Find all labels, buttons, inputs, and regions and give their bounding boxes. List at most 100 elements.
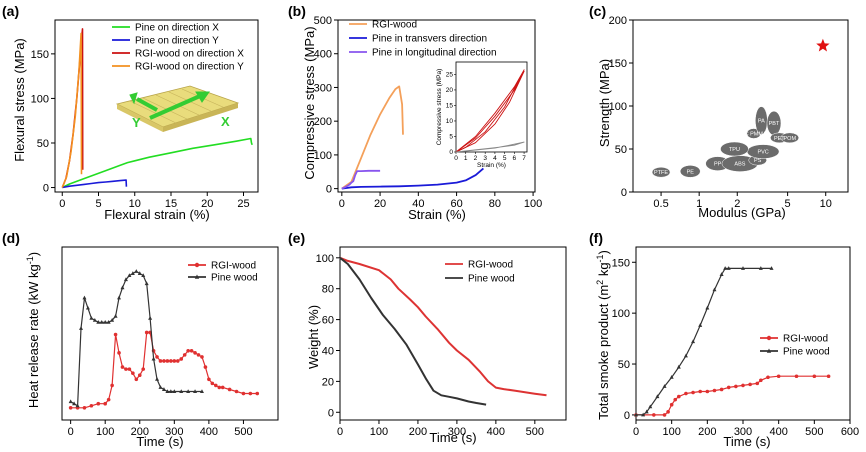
inset-x-tick-label: 1 bbox=[464, 155, 468, 162]
legend-label: Pine on direction Y bbox=[135, 36, 219, 47]
data-point bbox=[673, 397, 678, 402]
x-tick-label: 200 bbox=[698, 426, 716, 438]
y-tick-label: 0 bbox=[43, 183, 49, 195]
data-point bbox=[193, 389, 198, 394]
legend-label: RGI-wood on direction X bbox=[135, 49, 244, 60]
data-point bbox=[117, 295, 122, 300]
panel-f-plot-area bbox=[634, 266, 831, 417]
panel-a-legend: Pine on direction X Pine on direction Y RG… bbox=[112, 23, 244, 73]
legend-label: Pine wood bbox=[211, 273, 258, 284]
data-point bbox=[213, 383, 218, 388]
panel-b-ylabel: Compressive stress (MPa) bbox=[302, 26, 317, 179]
inset-loop bbox=[455, 141, 525, 153]
data-point bbox=[196, 353, 201, 357]
panel-d: (d) 0 100 200 300 400 500 Time (s) Heat relea… bbox=[2, 230, 279, 449]
legend-label: RGI-wood on direction Y bbox=[135, 62, 244, 73]
material-label: PC PMMA bbox=[741, 132, 767, 138]
data-point bbox=[68, 399, 73, 404]
data-point bbox=[241, 391, 246, 396]
inset-y-tick-label: 0 bbox=[449, 149, 453, 156]
data-point bbox=[741, 266, 745, 270]
data-point bbox=[734, 384, 738, 389]
inset-frame bbox=[455, 61, 528, 153]
data-point bbox=[144, 281, 149, 286]
inset-loop bbox=[455, 69, 525, 153]
series-line bbox=[341, 167, 484, 190]
data-point bbox=[165, 359, 170, 363]
data-point bbox=[207, 377, 211, 382]
legend-label: RGI-wood bbox=[783, 334, 828, 345]
y-tick-label: 150 bbox=[31, 49, 49, 61]
y-tick-label: 0 bbox=[326, 184, 332, 196]
x-tick-label: 300 bbox=[734, 426, 752, 438]
data-point bbox=[113, 313, 118, 318]
y-tick-label: 50 bbox=[37, 138, 49, 150]
legend-marker bbox=[766, 335, 772, 341]
data-point bbox=[127, 273, 132, 277]
data-point bbox=[162, 359, 166, 363]
x-tick-label: 600 bbox=[841, 426, 859, 438]
data-point bbox=[255, 391, 260, 396]
panel-a-label: (a) bbox=[2, 3, 19, 19]
data-point bbox=[130, 271, 135, 275]
data-point bbox=[131, 371, 135, 375]
data-point bbox=[123, 277, 128, 282]
inset-x-tick-label: 7 bbox=[522, 155, 526, 162]
data-point bbox=[662, 413, 667, 417]
data-point bbox=[96, 320, 101, 324]
data-point bbox=[186, 389, 191, 394]
data-point bbox=[72, 401, 77, 406]
legend-label: RGI-wood bbox=[372, 20, 417, 31]
panel-e-ylabel: Weight (%) bbox=[306, 305, 321, 369]
panel-b-legend: RGI-wood Pine in transvers direction Pine … bbox=[349, 20, 497, 59]
data-point bbox=[217, 385, 222, 390]
material-bubble bbox=[780, 132, 800, 144]
series-markers bbox=[68, 269, 204, 408]
x-tick-label: 0 bbox=[633, 426, 639, 438]
data-point bbox=[172, 389, 177, 394]
x-tick-label: 100 bbox=[370, 426, 388, 438]
x-tick-label: 200 bbox=[409, 426, 427, 438]
inset-x-tick-label: 3 bbox=[483, 155, 487, 162]
data-point bbox=[712, 287, 717, 292]
data-point bbox=[179, 357, 184, 361]
series-line bbox=[341, 85, 404, 190]
y-tick-label: 40 bbox=[322, 345, 334, 357]
data-point bbox=[155, 376, 160, 381]
data-point bbox=[82, 295, 87, 300]
material-bubble bbox=[679, 165, 701, 178]
material-bubble bbox=[651, 166, 671, 178]
data-point bbox=[684, 391, 688, 396]
data-point bbox=[666, 410, 670, 414]
data-point bbox=[106, 397, 111, 402]
x-tick-label: 0.5 bbox=[653, 198, 668, 210]
data-point bbox=[89, 403, 94, 408]
panel-d-frame bbox=[61, 246, 279, 421]
series-line bbox=[339, 256, 547, 397]
material-label: PE bbox=[687, 169, 695, 175]
panel-f: (f) 0 100 200 300 400 500 600 0 50 100 150 Time (s… bbox=[589, 230, 859, 449]
panel-a-plot-area bbox=[61, 28, 253, 189]
data-point bbox=[199, 389, 204, 394]
data-point bbox=[634, 412, 638, 417]
y-tick-label: 100 bbox=[31, 93, 49, 105]
series-line bbox=[62, 179, 128, 189]
data-point bbox=[134, 269, 139, 273]
material-label: PTFE bbox=[654, 170, 668, 176]
legend-label: Pine in longitudinal direction bbox=[372, 48, 497, 59]
data-point bbox=[141, 367, 146, 371]
x-tick-label: 100 bbox=[96, 426, 114, 438]
series-line bbox=[636, 267, 772, 416]
data-point bbox=[220, 385, 225, 390]
data-point bbox=[137, 271, 142, 275]
x-tick-label: 300 bbox=[165, 426, 183, 438]
data-point bbox=[172, 359, 177, 363]
inset-xlabel: Strain (%) bbox=[477, 162, 506, 169]
x-tick-label: 200 bbox=[131, 426, 149, 438]
data-point bbox=[769, 266, 774, 270]
legend-label: RGI-wood bbox=[468, 260, 513, 271]
x-tick-label: 400 bbox=[487, 426, 505, 438]
